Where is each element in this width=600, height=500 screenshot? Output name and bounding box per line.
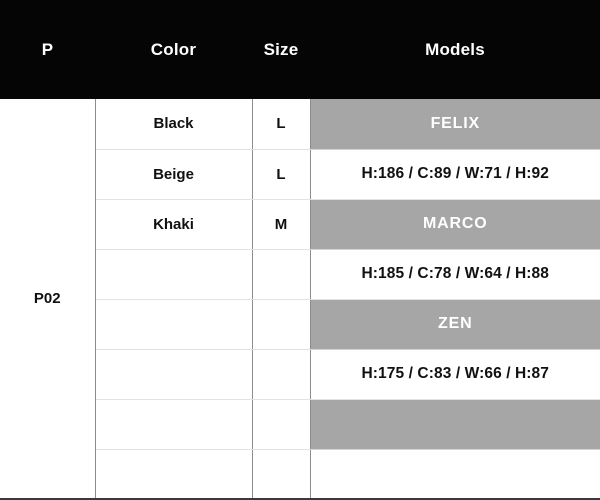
- cell-color: Khaki: [95, 199, 253, 250]
- cell-size: L: [252, 99, 311, 150]
- cell-model-measurements: H:186 / C:89 / W:71 / H:92: [310, 149, 600, 200]
- cell-size: [252, 399, 311, 450]
- cell-size: L: [252, 149, 311, 200]
- cell-size: [252, 299, 311, 350]
- table-body: P02 Black L FELIX Beige L H:186 / C:89 / W:71 …: [0, 99, 600, 499]
- cell-color: [95, 399, 253, 450]
- column-header-p: P: [0, 0, 95, 99]
- table-header: P Color Size Models: [0, 0, 600, 99]
- table-row: Beige L H:186 / C:89 / W:71 / H:92: [0, 149, 600, 200]
- cell-size: [252, 449, 311, 499]
- cell-model-name: FELIX: [310, 99, 600, 150]
- cell-size: [252, 249, 311, 300]
- cell-size: M: [252, 199, 311, 250]
- cell-model-measurements: H:175 / C:83 / W:66 / H:87: [310, 349, 600, 400]
- cell-model-name: MARCO: [310, 199, 600, 250]
- cell-color: Black: [95, 99, 253, 150]
- table-row: H:185 / C:78 / W:64 / H:88: [0, 249, 600, 300]
- cell-model-measurements: H:185 / C:78 / W:64 / H:88: [310, 249, 600, 300]
- column-header-models: Models: [310, 0, 600, 99]
- cell-product-code: P02: [0, 99, 96, 499]
- column-header-color: Color: [95, 0, 252, 99]
- cell-model-name: ZEN: [310, 299, 600, 350]
- table-row: ZEN: [0, 299, 600, 350]
- cell-color: [95, 249, 253, 300]
- table-row: H:175 / C:83 / W:66 / H:87: [0, 349, 600, 400]
- column-header-size: Size: [252, 0, 310, 99]
- cell-color: [95, 449, 253, 499]
- cell-size: [252, 349, 311, 400]
- cell-model-name: [310, 399, 600, 450]
- cell-color: [95, 299, 253, 350]
- cell-model-measurements: [310, 449, 600, 499]
- table-row: [0, 399, 600, 450]
- cell-color: Beige: [95, 149, 253, 200]
- table-row: [0, 449, 600, 499]
- table-row: Khaki M MARCO: [0, 199, 600, 250]
- table-row: P02 Black L FELIX: [0, 99, 600, 499]
- table-header-row: P Color Size Models: [0, 0, 600, 99]
- cell-color: [95, 349, 253, 400]
